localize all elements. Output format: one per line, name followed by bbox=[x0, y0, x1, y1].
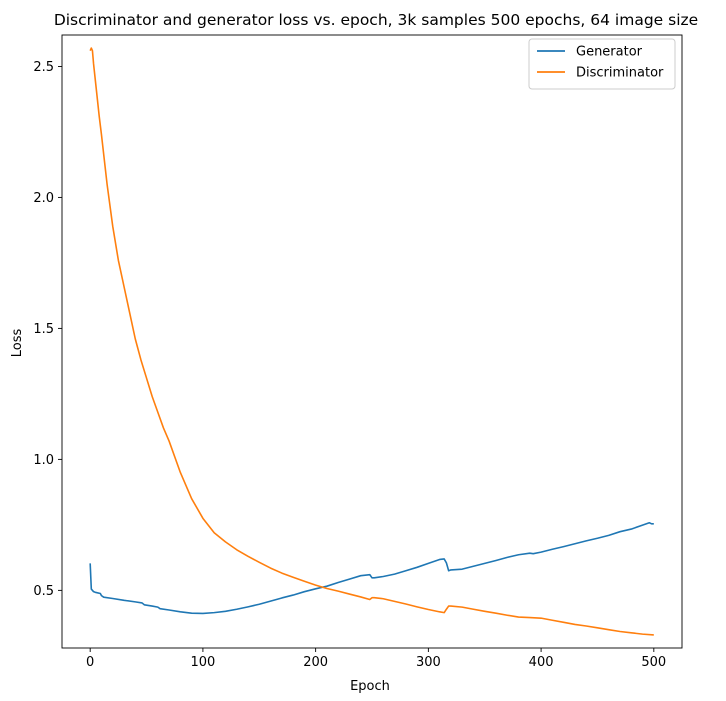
legend: Generator Discriminator bbox=[528, 38, 676, 90]
x-tick-label: 200 bbox=[303, 655, 328, 670]
y-tick-label: 1.5 bbox=[33, 322, 54, 337]
series-line-generator bbox=[89, 521, 654, 615]
y-tick-label: 0.5 bbox=[33, 584, 54, 599]
x-tick-label: 400 bbox=[529, 655, 554, 670]
y-tick-label: 2.0 bbox=[33, 191, 54, 206]
x-axis-label: Epoch bbox=[350, 679, 390, 694]
x-tick-label: 300 bbox=[416, 655, 441, 670]
y-tick-label: 2.5 bbox=[33, 60, 54, 75]
chart-title: Discriminator and generator loss vs. epo… bbox=[54, 11, 698, 29]
series-line-discriminator bbox=[89, 47, 654, 636]
y-axis-label: Loss bbox=[10, 329, 25, 358]
x-tick-label: 500 bbox=[641, 655, 666, 670]
legend-label-discriminator: Discriminator bbox=[576, 66, 664, 81]
plot-area: 0 100 200 300 400 500 0.5 1.0 1.5 2.0 2.5 bbox=[33, 34, 683, 670]
y-tick-label: 1.0 bbox=[33, 453, 54, 468]
x-tick-label: 100 bbox=[190, 655, 215, 670]
x-tick-label: 0 bbox=[86, 655, 94, 670]
axes-frame bbox=[61, 34, 683, 649]
legend-label-generator: Generator bbox=[576, 45, 643, 60]
legend-box bbox=[528, 38, 676, 90]
